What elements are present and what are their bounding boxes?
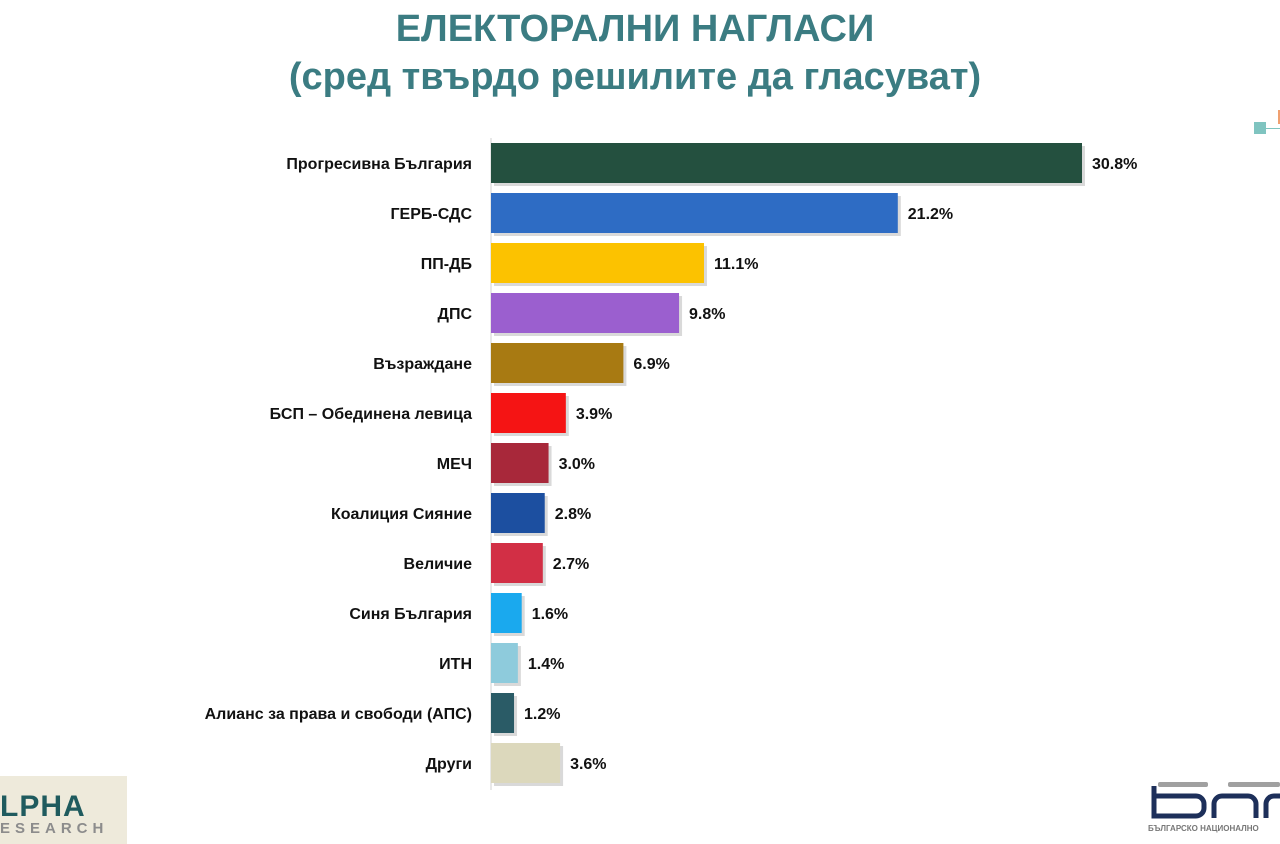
value-label: 1.6% <box>532 606 568 623</box>
bnr-logo-mark <box>1151 782 1280 819</box>
bar <box>491 693 515 733</box>
bar <box>491 593 522 633</box>
category-label: БСП – Обединена левица <box>270 406 472 423</box>
value-label: 21.2% <box>908 206 953 223</box>
category-label: Алианс за права и свободи (АПС) <box>205 706 472 723</box>
value-label: 3.0% <box>559 456 595 473</box>
value-label: 1.4% <box>528 656 564 673</box>
bar <box>491 443 549 483</box>
value-label: 11.1% <box>714 256 758 273</box>
alpha-research-logo: LPHA ESEARCH <box>0 776 127 844</box>
value-label: 6.9% <box>633 356 669 373</box>
bar <box>491 343 624 383</box>
value-label: 9.8% <box>689 306 725 323</box>
chart-subtitle: (сред твърдо решилите да гласуват) <box>288 56 982 98</box>
category-label: ИТН <box>439 656 472 673</box>
bar <box>491 143 1082 183</box>
category-label: Величие <box>404 556 473 573</box>
bar <box>491 643 518 683</box>
value-label: 30.8% <box>1092 156 1137 173</box>
category-label: Прогресивна България <box>286 156 472 173</box>
value-label: 3.9% <box>576 406 612 423</box>
logo-subtext: ESEARCH <box>0 820 109 837</box>
category-label: Коалиция Сияние <box>331 506 472 523</box>
bnr-logo: БЪЛГАРСКО НАЦИОНАЛНО <box>1148 776 1280 844</box>
logo-text: LPHA <box>0 790 86 823</box>
category-label: Други <box>426 756 472 773</box>
logo-subtext: БЪЛГАРСКО НАЦИОНАЛНО <box>1148 824 1259 833</box>
bar <box>491 543 543 583</box>
decor-square <box>1254 122 1266 134</box>
value-label: 2.8% <box>555 506 591 523</box>
bar <box>491 493 545 533</box>
decor-mark <box>1278 110 1280 124</box>
decor-line <box>1266 128 1280 129</box>
bar <box>491 293 680 333</box>
category-label: ГЕРБ-СДС <box>390 206 472 223</box>
value-label: 3.6% <box>570 756 606 773</box>
chart-title: ЕЛЕКТОРАЛНИ НАГЛАСИ <box>395 8 875 50</box>
category-label: Възраждане <box>373 356 472 373</box>
bar <box>491 193 898 233</box>
bar <box>491 393 566 433</box>
bar <box>491 243 704 283</box>
bar <box>491 743 561 783</box>
category-label: ДПС <box>438 306 473 323</box>
category-label: Синя България <box>349 606 472 623</box>
category-label: ПП-ДБ <box>421 256 472 273</box>
value-label: 2.7% <box>553 556 589 573</box>
value-label: 1.2% <box>524 706 560 723</box>
category-label: МЕЧ <box>437 456 472 473</box>
